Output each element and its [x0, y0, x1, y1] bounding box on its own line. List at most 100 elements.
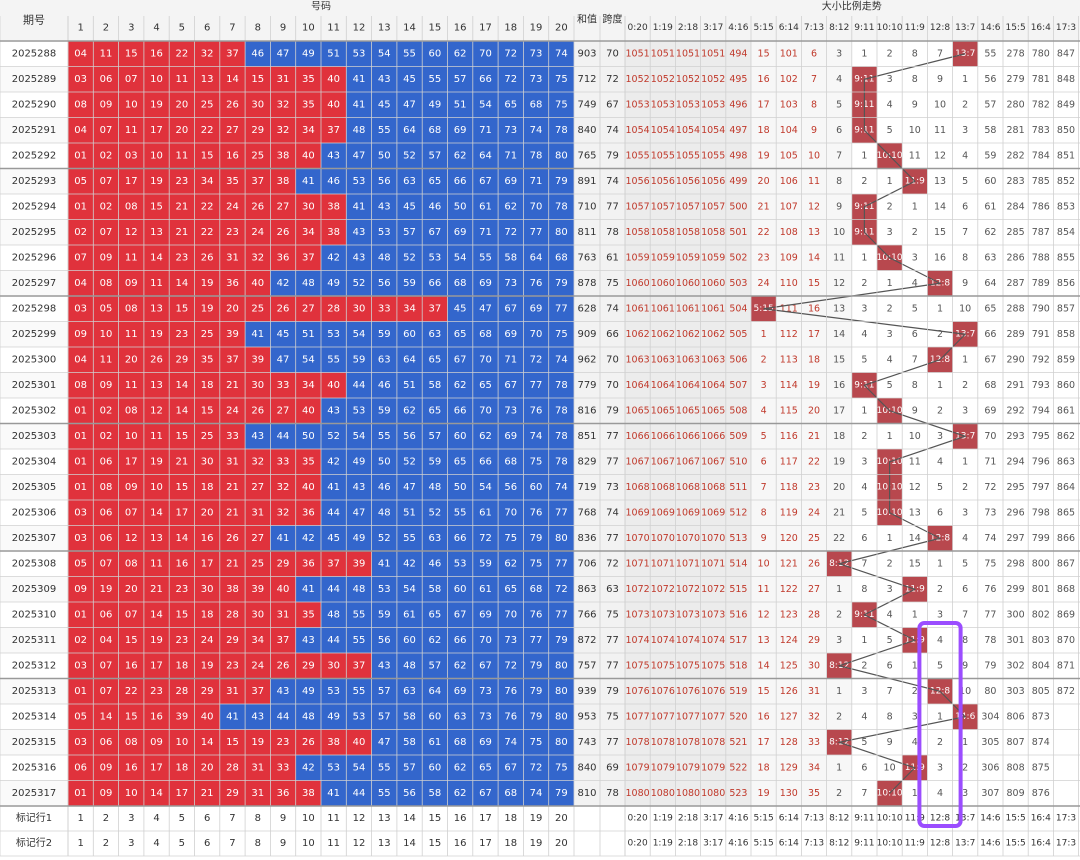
- ratio-miss-cell: [1028, 168, 1054, 194]
- drawn-number: 36: [226, 278, 239, 289]
- drawn-number: 67: [428, 227, 441, 238]
- ratio-miss-cell: [776, 398, 802, 424]
- ratio-miss-count: 122: [780, 584, 798, 595]
- number-cell: [194, 117, 220, 143]
- number-cell: [68, 525, 94, 551]
- drawn-number: 30: [327, 660, 340, 671]
- number-cell: [68, 653, 94, 679]
- ratio-miss-cell: [625, 729, 651, 755]
- ratio-miss-count: 519: [729, 686, 747, 697]
- drawn-number: 11: [175, 150, 188, 161]
- sum-value: 909: [577, 329, 596, 340]
- drawn-number: 06: [100, 737, 113, 748]
- drawn-number: 75: [555, 762, 568, 773]
- number-cell: [194, 474, 220, 500]
- number-cell: [498, 678, 524, 704]
- issue-cell: [0, 41, 68, 67]
- ratio-miss-cell: [1053, 143, 1079, 169]
- drawn-number: 76: [504, 711, 517, 722]
- number-cell: [498, 296, 524, 322]
- ratio-miss-cell: [952, 449, 978, 475]
- ratio-miss-cell: [725, 92, 751, 118]
- sum-value: 878: [577, 278, 596, 289]
- drawn-number: 49: [302, 48, 315, 59]
- ratio-miss-cell: [650, 704, 676, 730]
- ratio-miss-count: 17: [758, 737, 770, 748]
- ratio-miss-cell: [625, 449, 651, 475]
- number-cell: [396, 525, 423, 551]
- ratio-miss-cell: [801, 219, 827, 245]
- ratio-miss-cell: [650, 117, 676, 143]
- ratio-miss-cell: [1028, 678, 1054, 704]
- drawn-number: 14: [100, 711, 113, 722]
- ratio-miss-cell: [977, 729, 1003, 755]
- drawn-number: 73: [479, 686, 492, 697]
- issue-cell: [0, 627, 68, 653]
- ratio-miss-count: 1: [861, 405, 867, 416]
- issue-number: 2025309: [12, 584, 57, 595]
- number-cell: [447, 270, 473, 296]
- span-value: 70: [606, 354, 619, 365]
- number-cell: [194, 525, 220, 551]
- ratio-miss-cell: [625, 219, 651, 245]
- number-cell: [498, 525, 524, 551]
- number-cell: [68, 41, 94, 67]
- ratio-miss-count: 8: [761, 507, 767, 518]
- drawn-number: 57: [378, 686, 391, 697]
- ratio-miss-cell: [877, 551, 903, 577]
- number-cell: [472, 704, 499, 730]
- drawn-number: 72: [530, 354, 543, 365]
- drawn-number: 22: [175, 48, 188, 59]
- ratio-miss-count: 1076: [676, 686, 700, 697]
- number-cell: [321, 66, 347, 92]
- number-cell: [548, 372, 574, 398]
- drawn-number: 57: [378, 711, 391, 722]
- issue-cell: [0, 551, 68, 577]
- drawn-number: 14: [201, 737, 214, 748]
- ratio-miss-count: 68: [984, 380, 996, 391]
- ratio-miss-count: 1: [887, 533, 893, 544]
- number-cell: [93, 704, 119, 730]
- marker-ratio-label: 10:10: [877, 814, 903, 824]
- issue-number: 2025302: [12, 405, 57, 416]
- number-cell: [371, 755, 397, 781]
- number-cell: [194, 41, 220, 67]
- number-cell: [498, 704, 524, 730]
- ratio-miss-count: 4: [887, 609, 893, 620]
- drawn-number: 77: [530, 635, 543, 646]
- ratio-miss-cell: [1053, 780, 1079, 806]
- number-cell: [447, 678, 473, 704]
- drawn-number: 37: [226, 48, 239, 59]
- ratio-miss-count: 14: [934, 201, 946, 212]
- number-cell: [447, 704, 473, 730]
- ratio-miss-cell: [700, 627, 726, 653]
- drawn-number: 80: [555, 227, 568, 238]
- ratio-miss-count: 790: [1032, 303, 1050, 314]
- drawn-number: 76: [530, 609, 543, 620]
- ratio-miss-cell: [1003, 41, 1029, 67]
- ratio-miss-cell: [826, 678, 852, 704]
- drawn-number: 22: [201, 227, 214, 238]
- drawn-number: 29: [201, 686, 214, 697]
- ratio-miss-count: 2: [962, 380, 968, 391]
- drawn-number: 38: [277, 150, 290, 161]
- drawn-number: 48: [302, 278, 315, 289]
- ratio-miss-count: 502: [729, 252, 747, 263]
- ratio-miss-cell: [700, 551, 726, 577]
- ratio-miss-cell: [650, 372, 676, 398]
- ratio-miss-count: 67: [984, 354, 996, 365]
- ratio-miss-cell: [1053, 423, 1079, 449]
- ratio-miss-cell: [725, 143, 751, 169]
- ratio-miss-count: 1052: [651, 74, 675, 85]
- number-cell: [447, 398, 473, 424]
- ratio-miss-cell: [675, 321, 701, 347]
- number-cell: [396, 551, 423, 577]
- marker-position-label: 2: [103, 813, 109, 824]
- issue-number: 2025292: [12, 150, 57, 161]
- drawn-number: 21: [150, 584, 163, 595]
- number-cell: [548, 270, 574, 296]
- number-cell: [422, 653, 448, 679]
- drawn-number: 09: [100, 762, 113, 773]
- ratio-miss-count: 307: [981, 788, 999, 799]
- ratio-miss-count: 3: [861, 303, 867, 314]
